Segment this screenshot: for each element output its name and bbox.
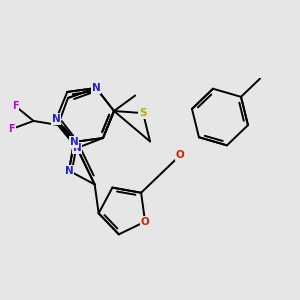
Text: S: S xyxy=(139,108,147,118)
Text: N: N xyxy=(73,143,81,153)
Text: N: N xyxy=(70,137,79,147)
Text: N: N xyxy=(64,166,73,176)
Text: F: F xyxy=(12,101,19,111)
Text: N: N xyxy=(52,114,61,124)
Text: O: O xyxy=(141,217,149,226)
Text: F: F xyxy=(8,124,15,134)
Text: O: O xyxy=(176,150,184,161)
Text: N: N xyxy=(92,83,100,93)
